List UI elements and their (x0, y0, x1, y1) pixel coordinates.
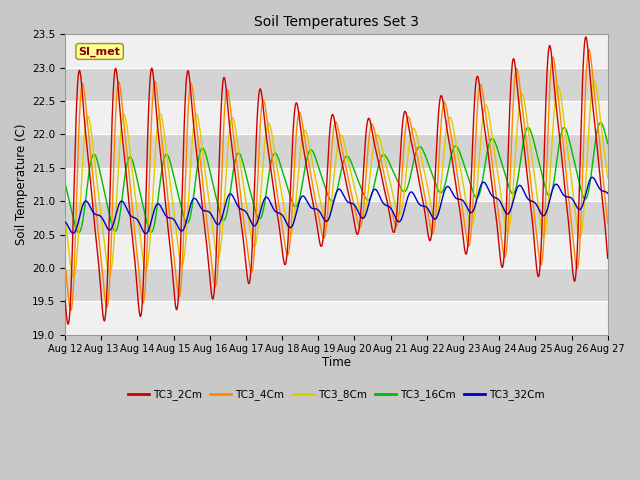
Bar (65, 68, 608, 101)
Text: SI_met: SI_met (79, 47, 120, 57)
Bar (65, 134, 608, 168)
Bar (65, 101, 608, 134)
Bar (65, 268, 608, 301)
Bar (65, 235, 608, 268)
Bar (65, 201, 608, 235)
Bar (65, 301, 608, 335)
Title: Soil Temperatures Set 3: Soil Temperatures Set 3 (254, 15, 419, 29)
X-axis label: Time: Time (322, 356, 351, 369)
Y-axis label: Soil Temperature (C): Soil Temperature (C) (15, 124, 28, 245)
Legend: TC3_2Cm, TC3_4Cm, TC3_8Cm, TC3_16Cm, TC3_32Cm: TC3_2Cm, TC3_4Cm, TC3_8Cm, TC3_16Cm, TC3… (124, 385, 549, 405)
Bar (65, 35, 608, 68)
Bar (65, 168, 608, 201)
